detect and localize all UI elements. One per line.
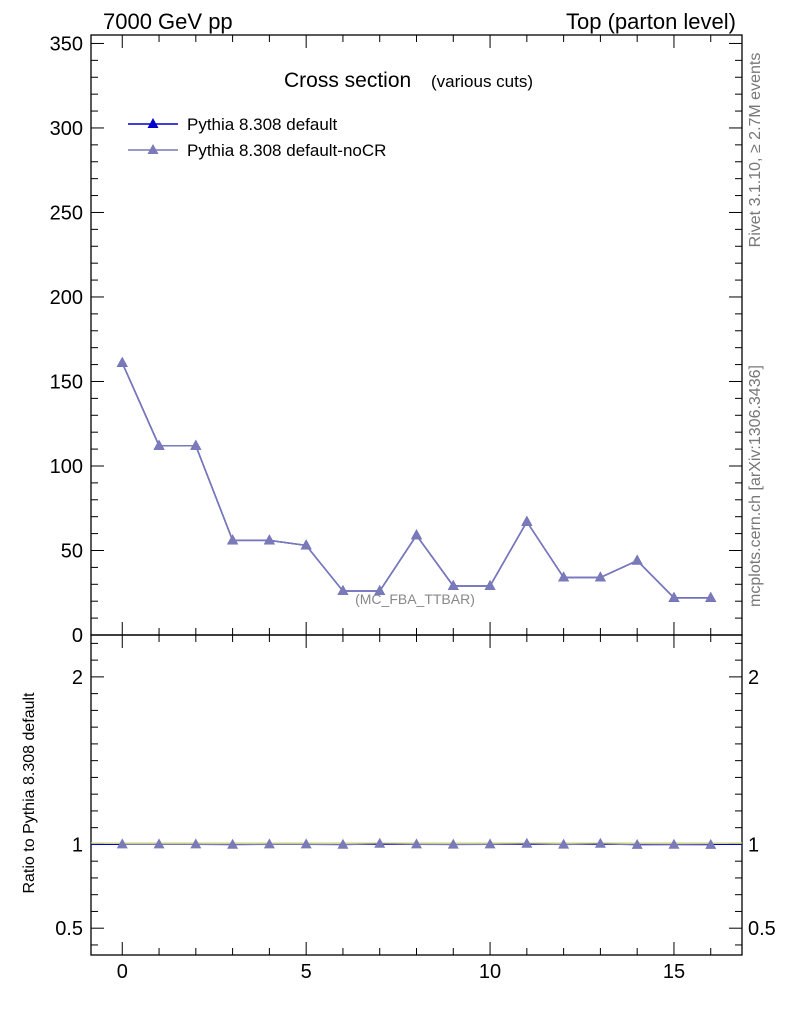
- main-series-point-1: [411, 529, 422, 540]
- main-series-point-1: [668, 591, 680, 602]
- main-y-ticks: [91, 42, 742, 636]
- legend-label-default: Pythia 8.308 default: [187, 115, 338, 134]
- ratio-series-point-0: [558, 838, 570, 849]
- main-y-tick-label: 350: [50, 33, 83, 55]
- ratio-y-tick-label-right: 2: [748, 667, 759, 689]
- main-series-group: [116, 356, 717, 602]
- x-ticks: [121, 35, 712, 955]
- x-tick-label: 0: [117, 961, 128, 983]
- ratio-y-tick-label: 2: [72, 667, 83, 689]
- ratio-series-point-0: [705, 838, 717, 849]
- ratio-series-group: [91, 837, 742, 849]
- main-y-tick-label: 200: [50, 287, 83, 309]
- main-y-tick-labels: 0 50 100 150 200 250 300 350: [50, 33, 83, 647]
- ratio-series-point-0: [521, 837, 533, 848]
- main-series-point-1: [447, 579, 459, 590]
- main-series-point-1: [521, 515, 533, 526]
- main-y-tick-label: 100: [50, 456, 83, 478]
- ratio-series-point-0: [190, 838, 202, 849]
- ratio-series-point-0: [594, 837, 606, 848]
- main-series-point-1: [263, 534, 275, 545]
- main-series-line-1: [121, 362, 711, 599]
- x-tick-label: 15: [663, 961, 685, 983]
- main-series-point-1: [374, 585, 386, 596]
- ratio-series-point-0: [668, 838, 680, 849]
- ratio-series-point-0: [337, 838, 349, 849]
- main-series-point-1: [227, 534, 239, 545]
- ratio-series-point-0: [300, 838, 312, 849]
- main-y-tick-label: 0: [72, 625, 83, 647]
- x-tick-labels: 0 5 10 15: [117, 961, 685, 983]
- header-right: Top (parton level): [566, 9, 736, 34]
- ratio-series-point-0: [374, 837, 386, 848]
- main-y-tick-label: 50: [61, 540, 83, 562]
- ratio-series-point-0: [116, 838, 128, 849]
- main-series-point-1: [484, 579, 496, 590]
- chart-title: Cross section: [284, 69, 411, 92]
- legend-marker-default: [147, 118, 159, 128]
- ratio-series-point-0: [153, 838, 165, 849]
- ratio-y-tick-label: 0.5: [55, 918, 83, 940]
- main-series-point-1: [705, 591, 717, 602]
- main-series-point-1: [337, 585, 349, 596]
- main-series-point-1: [153, 439, 165, 450]
- header-left: 7000 GeV pp: [103, 9, 233, 34]
- legend: Pythia 8.308 default Pythia 8.308 defaul…: [128, 115, 386, 160]
- main-y-tick-label: 250: [50, 202, 83, 224]
- ratio-series-point-0: [263, 838, 275, 849]
- ratio-series-point-0: [227, 838, 239, 849]
- ratio-plot-frame: [90, 634, 743, 956]
- ratio-y-tick-label-right: 1: [748, 834, 759, 856]
- ratio-series-point-0: [447, 838, 459, 849]
- chart-subtitle: (various cuts): [431, 72, 533, 91]
- main-series-line-0: [121, 362, 711, 599]
- ratio-y-tick-label: 1: [72, 834, 83, 856]
- main-series-point-1: [594, 571, 606, 582]
- x-tick-label: 10: [479, 961, 501, 983]
- main-series-point-1: [631, 554, 643, 565]
- legend-marker-nocr: [147, 144, 159, 154]
- ratio-y-axis-label: Ratio to Pythia 8.308 default: [21, 692, 38, 894]
- ratio-y-tick-label-right: 0.5: [748, 918, 776, 940]
- main-y-tick-label: 150: [50, 371, 83, 393]
- main-series-point-1: [116, 356, 128, 367]
- rivet-info: Rivet 3.1.10, ≥ 2.7M events: [747, 53, 764, 248]
- ratio-y-tick-labels: 0.5 0.5 1 1 2 2: [55, 667, 776, 940]
- main-series-point-1: [300, 539, 312, 550]
- main-y-tick-label: 300: [50, 118, 83, 140]
- analysis-watermark: (MC_FBA_TTBAR): [355, 591, 475, 607]
- x-tick-label: 5: [301, 961, 312, 983]
- main-series-point-1: [558, 571, 570, 582]
- main-series-point-1: [190, 439, 202, 450]
- ratio-series-point-0: [411, 838, 422, 849]
- ratio-series-point-0: [484, 838, 496, 849]
- ratio-y-ticks: [91, 642, 742, 946]
- mcplots-info: mcplots.cern.ch [arXiv:1306.3436]: [747, 365, 764, 607]
- legend-label-nocr: Pythia 8.308 default-noCR: [187, 141, 386, 160]
- ratio-series-point-0: [631, 838, 643, 849]
